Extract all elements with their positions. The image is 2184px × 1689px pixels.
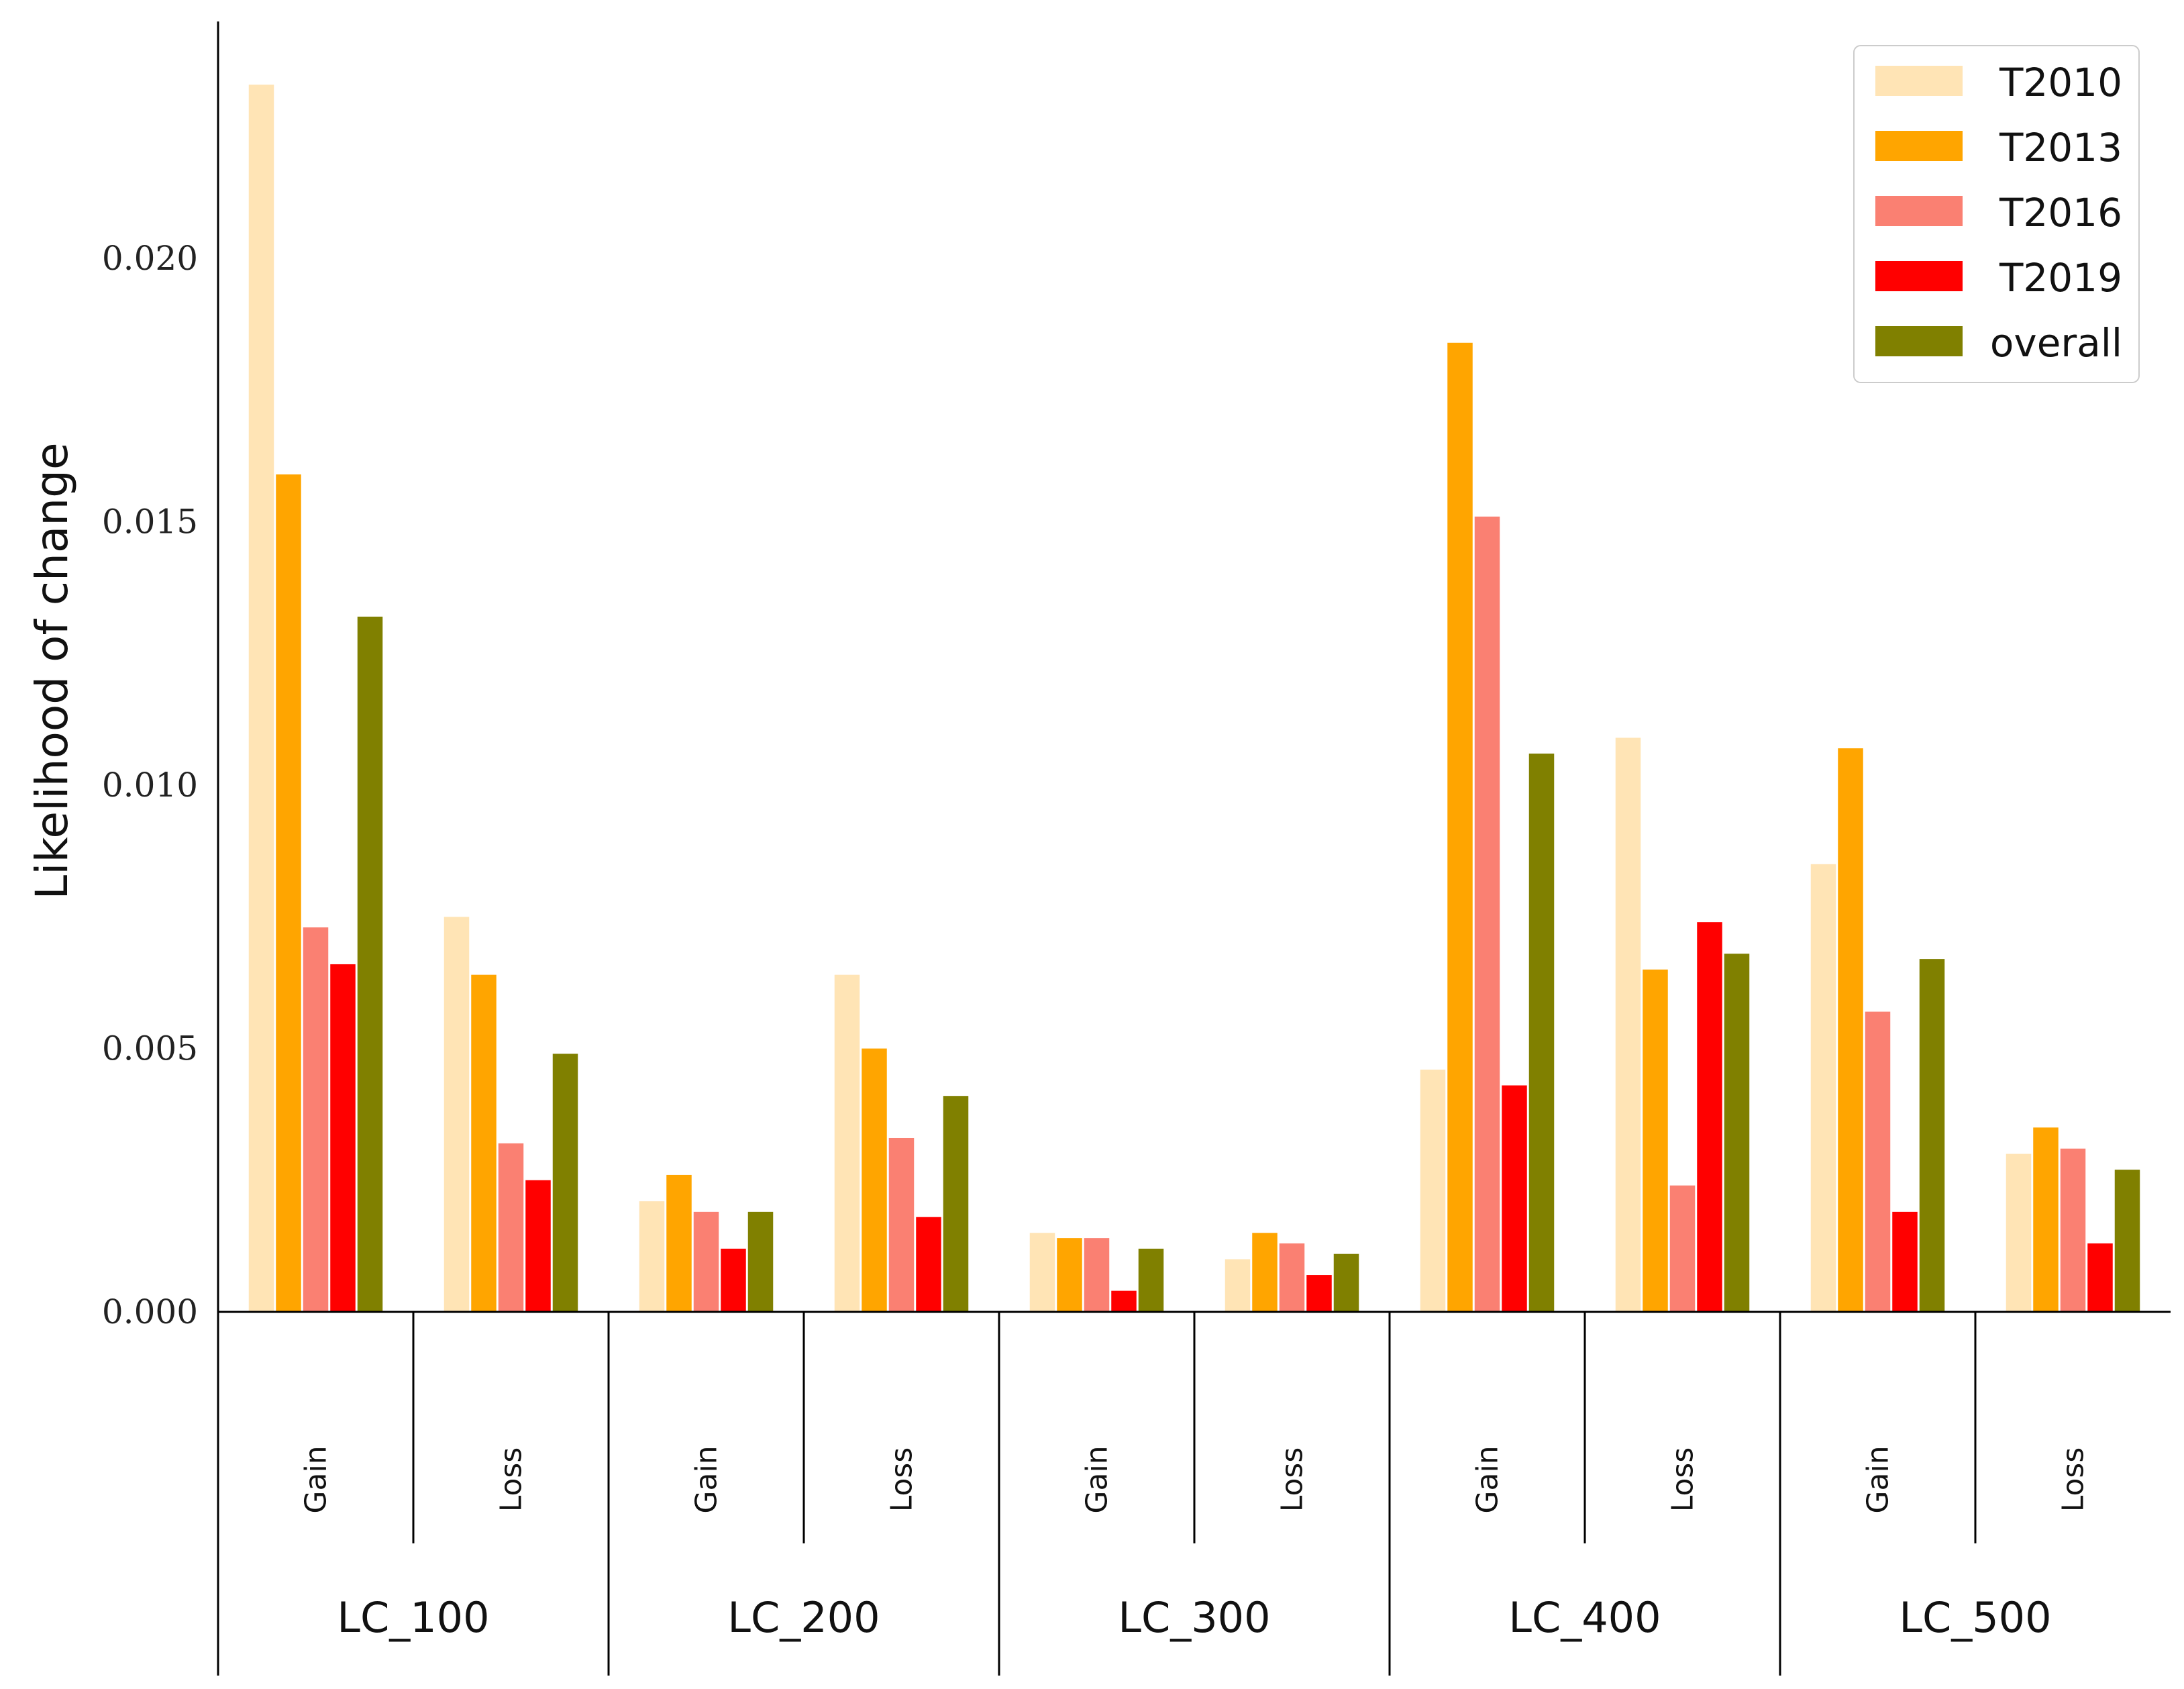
bar-T2013-lc_100-gain [276,474,301,1313]
bar-T2010-lc_400-gain [1420,1069,1446,1312]
x-group-label: LC_200 [727,1593,880,1642]
bar-T2013-lc_200-gain [666,1174,692,1312]
x-group-label: LC_300 [1118,1593,1270,1642]
x-group-label: LC_500 [1899,1593,2051,1642]
bar-T2016-lc_400-loss [1669,1185,1696,1312]
x-subcategory-label: Loss [1276,1447,1310,1513]
bar-T2016-lc_500-gain [1865,1011,1891,1312]
bar-overall-lc_500-loss [2114,1170,2140,1312]
bar-T2019-lc_500-loss [2087,1243,2113,1312]
x-group-label: LC_400 [1508,1593,1661,1642]
x-subcategory-label: Loss [1666,1447,1700,1513]
legend: T2010 T2013 T2016 T2019 overall [1853,45,2140,383]
bar-T2010-lc_300-loss [1225,1259,1251,1312]
bar-T2019-lc_400-loss [1697,922,1722,1312]
x-subcategory-label: Gain [690,1445,724,1513]
bar-T2013-lc_300-loss [1252,1233,1278,1312]
bar-overall-lc_400-gain [1528,754,1555,1312]
bar-overall-lc_300-loss [1333,1253,1359,1312]
legend-label: T2016 [1999,190,2122,236]
bar-T2019-lc_300-gain [1111,1290,1137,1312]
x-axis-categories: Gain Loss Gain Loss Gain Loss Gain Loss Gain Loss… [299,1312,2091,1676]
bars-layer [248,85,2140,1313]
bar-T2016-lc_300-loss [1279,1243,1305,1312]
x-subcategory-label: Loss [495,1447,529,1513]
y-tick-label: 0.010 [102,766,198,805]
bar-T2016-lc_100-loss [498,1143,524,1312]
bar-T2019-lc_200-gain [721,1248,746,1312]
bar-T2016-lc_400-gain [1474,516,1500,1312]
legend-swatch [1875,326,1963,356]
bar-T2013-lc_400-gain [1447,342,1473,1313]
bar-overall-lc_200-loss [943,1096,969,1312]
bar-overall-lc_500-gain [1919,959,1945,1312]
bar-overall-lc_200-gain [747,1211,774,1312]
bar-T2019-lc_500-gain [1892,1211,1918,1312]
bar-T2019-lc_300-loss [1306,1275,1332,1312]
y-tick-label: 0.005 [102,1029,198,1068]
x-subcategory-label: Gain [1471,1445,1505,1513]
bar-T2013-lc_300-gain [1057,1238,1082,1312]
bar-overall-lc_100-loss [552,1054,578,1312]
bar-T2013-lc_500-loss [2033,1127,2059,1312]
bar-T2010-lc_400-loss [1615,737,1641,1312]
bar-overall-lc_400-loss [1724,954,1750,1312]
bar-T2013-lc_500-gain [1838,748,1863,1312]
legend-label: T2010 [1999,60,2122,105]
bar-T2013-lc_400-loss [1643,969,1668,1312]
legend-frame [1853,45,2140,383]
bar-T2010-lc_100-loss [444,917,470,1312]
y-tick-label: 0.020 [102,239,198,278]
bar-T2010-lc_500-loss [2006,1154,2032,1312]
bar-T2019-lc_100-gain [330,964,356,1312]
x-subcategory-label: Loss [885,1447,919,1513]
x-subcategory-label: Gain [1861,1445,1895,1513]
bar-T2016-lc_300-gain [1084,1238,1110,1312]
legend-label: T2019 [1999,255,2122,301]
legend-swatch [1875,66,1963,96]
x-subcategory-label: Gain [299,1445,333,1513]
bar-T2016-lc_200-gain [693,1211,719,1312]
y-tick-label: 0.000 [102,1292,198,1331]
legend-label: T2013 [1999,125,2122,170]
bar-overall-lc_100-gain [357,616,383,1312]
bar-T2013-lc_100-loss [471,974,497,1312]
bar-T2010-lc_100-gain [248,85,274,1313]
x-subcategory-label: Loss [2057,1447,2091,1513]
legend-swatch [1875,196,1963,226]
bar-T2010-lc_300-gain [1029,1233,1055,1312]
bar-T2016-lc_100-gain [303,927,329,1312]
bar-T2016-lc_500-loss [2060,1148,2086,1312]
y-tick-label: 0.015 [102,503,198,542]
bar-overall-lc_300-gain [1138,1248,1164,1312]
x-group-label: LC_100 [337,1593,489,1642]
bar-T2010-lc_200-loss [834,974,860,1312]
y-axis-ticks: 0.000 0.005 0.010 0.015 0.020 [102,239,198,1331]
legend-label: overall [1990,320,2122,366]
bar-T2016-lc_200-loss [888,1137,915,1312]
bar-T2010-lc_500-gain [1810,864,1836,1312]
legend-swatch [1875,131,1963,161]
legend-swatch [1875,261,1963,291]
bar-T2019-lc_200-loss [916,1217,941,1312]
bar-T2013-lc_200-loss [862,1048,887,1312]
x-subcategory-label: Gain [1080,1445,1114,1513]
y-axis-label: Likelihood of change [26,442,78,899]
bar-T2019-lc_400-gain [1502,1085,1527,1312]
bar-T2019-lc_100-loss [525,1180,551,1312]
bar-T2010-lc_200-gain [639,1201,665,1312]
